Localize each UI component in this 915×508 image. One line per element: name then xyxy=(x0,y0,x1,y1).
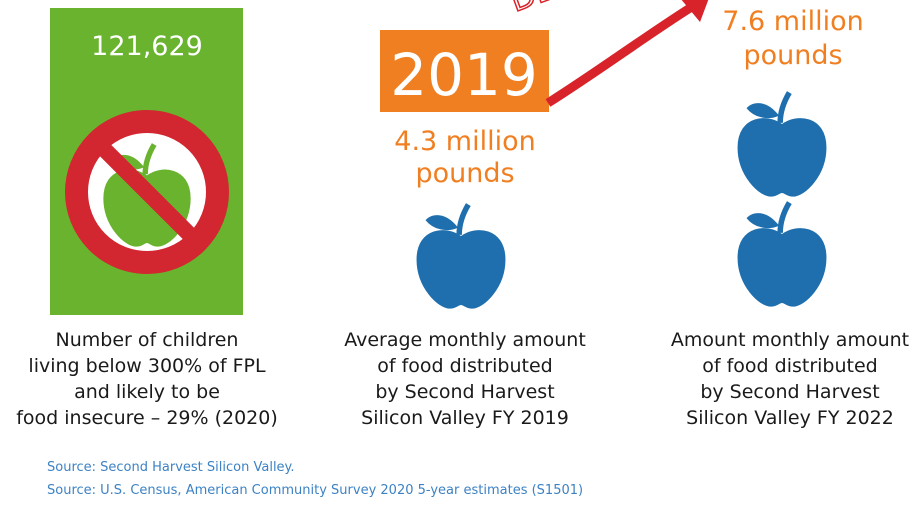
caption-line: living below 300% of FPL xyxy=(28,355,266,377)
caption-line: of food distributed xyxy=(702,355,877,377)
caption-line: of food distributed xyxy=(377,355,552,377)
caption-line: Silicon Valley FY 2022 xyxy=(686,407,894,429)
figure: 121,629 xyxy=(91,31,203,62)
apple-icon xyxy=(738,93,826,197)
year: 2019 xyxy=(390,41,538,109)
caption-line: Amount monthly amount xyxy=(671,329,909,351)
arrow xyxy=(545,4,693,107)
caption-line: and likely to be xyxy=(74,381,220,403)
caption-line: Number of children xyxy=(56,329,239,351)
captions: Number of children living below 300% of F… xyxy=(16,329,909,429)
caption-line: Average monthly amount xyxy=(344,329,586,351)
source: Source: U.S. Census, American Community … xyxy=(47,483,583,498)
apple-icon xyxy=(738,203,826,307)
no-apple-icon xyxy=(65,110,229,274)
caption-line: Silicon Valley FY 2019 xyxy=(361,407,569,429)
year-box xyxy=(380,30,549,112)
caption-line: by Second Harvest xyxy=(700,381,879,403)
source: Source: Second Harvest Silicon Valley. xyxy=(47,460,295,475)
banner: DE xyxy=(505,0,560,20)
amount: pounds xyxy=(415,158,514,189)
amount: 4.3 million xyxy=(394,126,535,157)
amount: 7.6 million xyxy=(722,6,863,37)
caption-line: by Second Harvest xyxy=(375,381,554,403)
amount: pounds xyxy=(743,40,842,71)
arrow-head xyxy=(681,0,709,22)
caption-line: food insecure – 29% (2020) xyxy=(16,407,278,429)
apple-icon xyxy=(417,205,505,309)
